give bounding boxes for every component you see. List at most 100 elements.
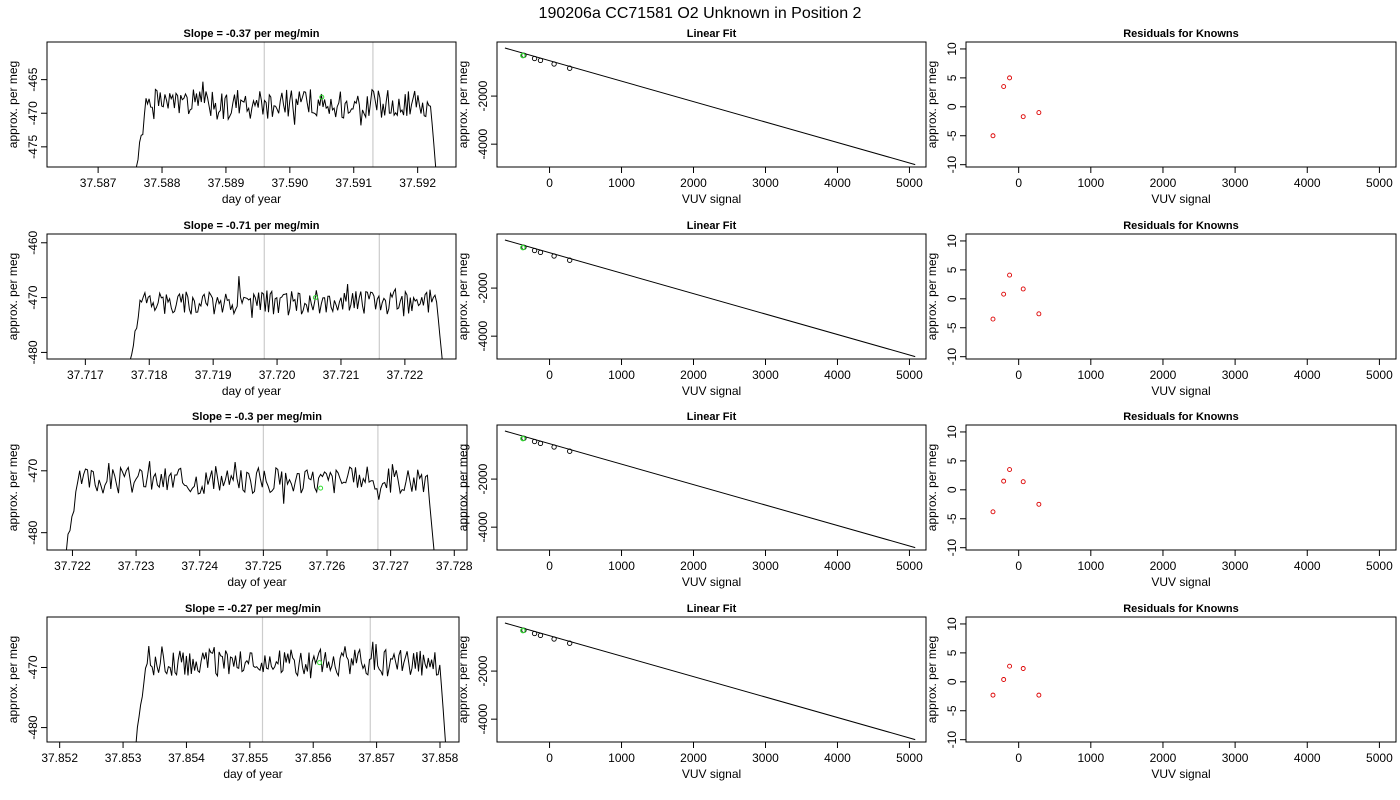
- x-tick-label: 2000: [1150, 751, 1177, 765]
- figure-title: 190206a CC71581 O2 Unknown in Position 2: [539, 5, 862, 22]
- y-tick-label: -5: [945, 705, 959, 716]
- x-tick-label: 37.721: [323, 368, 360, 382]
- residuals-panel-4: Residuals for Knowns 0 1000 2000 3000 4000 500…: [925, 603, 1397, 781]
- x-tick-label: 5000: [1366, 368, 1393, 382]
- residual-point: [1001, 478, 1007, 484]
- y-tick-label: -2000: [476, 463, 490, 494]
- x-tick-label: 3000: [1222, 559, 1249, 573]
- x-axis-label: day of year: [223, 767, 282, 781]
- fit-line: [504, 622, 916, 741]
- plot-area: [504, 47, 916, 166]
- x-tick-label: 0: [1015, 176, 1022, 190]
- x-tick-label: 0: [1015, 751, 1022, 765]
- y-tick-label: -10: [945, 539, 959, 557]
- y-tick-label: 10: [945, 234, 959, 248]
- x-axis-label: day of year: [222, 192, 281, 206]
- x-axis-label: VUV signal: [682, 384, 741, 398]
- known-point: [551, 444, 557, 450]
- plot-area: [65, 425, 435, 550]
- y-tick-label: -470: [26, 101, 40, 125]
- linear-fit-panel-1: Linear Fit 0 1000 2000 3000 4000 5000 -2000 -400…: [456, 28, 927, 206]
- plot-frame: [496, 616, 927, 743]
- plot-area: [504, 622, 916, 741]
- plot-frame: [965, 41, 1397, 168]
- fit-line: [504, 239, 916, 358]
- unknown-mean-point: [319, 94, 325, 100]
- panel-title: Linear Fit: [687, 220, 737, 232]
- x-axis-label: VUV signal: [682, 192, 741, 206]
- x-tick-label: 1000: [1077, 751, 1104, 765]
- x-tick-label: 37.723: [118, 559, 155, 573]
- plot-area: [990, 467, 1042, 515]
- x-tick-label: 37.588: [144, 176, 181, 190]
- x-tick-label: 4000: [824, 176, 851, 190]
- x-tick-label: 2000: [1150, 368, 1177, 382]
- fit-line: [504, 430, 916, 549]
- y-tick-label: 0: [945, 486, 959, 493]
- x-tick-label: 37.587: [80, 176, 117, 190]
- x-tick-label: 0: [1015, 368, 1022, 382]
- x-tick-label: 5000: [1366, 751, 1393, 765]
- y-axis-label: approx. per meg: [6, 636, 20, 723]
- residual-point: [1007, 272, 1013, 278]
- timeseries-panel-2: Slope = -0.71 per meg/min 37.717 37.718 37.…: [6, 220, 457, 398]
- plot-area: [990, 272, 1042, 322]
- linear-fit-panel-3: Linear Fit 0 1000 2000 3000 4000 5000 -2000 -400…: [456, 411, 927, 589]
- plot-frame: [46, 424, 468, 551]
- panel-title: Linear Fit: [687, 411, 737, 423]
- x-tick-label: 3000: [1222, 176, 1249, 190]
- x-tick-label: 2000: [1150, 559, 1177, 573]
- unknown-mean-point: [312, 295, 318, 301]
- y-tick-label: -10: [945, 348, 959, 366]
- x-tick-label: 37.725: [245, 559, 282, 573]
- known-point: [567, 640, 573, 646]
- x-tick-label: 4000: [1294, 751, 1321, 765]
- unknown-point: [520, 435, 526, 442]
- residual-point: [1020, 666, 1026, 671]
- y-tick-label: -4000: [476, 703, 490, 734]
- x-tick-label: 37.589: [208, 176, 245, 190]
- x-tick-label: 1000: [1077, 176, 1104, 190]
- y-tick-label: -470: [26, 655, 40, 679]
- x-tick-label: 3000: [1222, 368, 1249, 382]
- known-point: [537, 440, 544, 447]
- x-tick-label: 37.857: [358, 751, 395, 765]
- residual-point: [1020, 479, 1026, 485]
- x-tick-label: 1000: [608, 176, 635, 190]
- known-point: [567, 448, 573, 454]
- y-tick-label: -475: [26, 135, 40, 159]
- x-axis-label: VUV signal: [1151, 767, 1210, 781]
- known-point: [551, 253, 557, 259]
- known-point: [531, 55, 538, 62]
- x-tick-label: 2000: [680, 176, 707, 190]
- residual-point: [1007, 663, 1013, 669]
- known-point: [531, 630, 538, 637]
- x-tick-label: 37.718: [131, 368, 168, 382]
- x-tick-label: 4000: [1294, 559, 1321, 573]
- unknown-point: [520, 627, 526, 634]
- linear-fit-panel-2: Linear Fit 0 1000 2000 3000 4000 5000 -2000 -400…: [456, 220, 927, 398]
- y-tick-label: -2000: [476, 272, 490, 303]
- y-tick-label: -4000: [476, 320, 490, 351]
- y-tick-label: -2000: [476, 655, 490, 686]
- x-tick-label: 2000: [680, 559, 707, 573]
- y-tick-label: 10: [945, 617, 959, 631]
- x-tick-label: 0: [546, 368, 553, 382]
- y-tick-label: -470: [26, 458, 40, 482]
- plot-frame: [496, 233, 927, 360]
- x-tick-label: 5000: [896, 176, 923, 190]
- x-tick-label: 37.590: [271, 176, 308, 190]
- y-tick-label: -470: [26, 285, 40, 309]
- x-tick-label: 37.852: [41, 751, 78, 765]
- x-tick-label: 0: [1015, 559, 1022, 573]
- known-point: [551, 636, 557, 642]
- known-point: [531, 247, 538, 254]
- residual-point: [1001, 84, 1007, 90]
- x-tick-label: 2000: [1150, 176, 1177, 190]
- y-tick-label: -4000: [476, 511, 490, 542]
- y-tick-label: 0: [945, 103, 959, 110]
- x-tick-label: 37.726: [309, 559, 346, 573]
- x-tick-label: 37.858: [422, 751, 459, 765]
- residuals-panel-3: Residuals for Knowns 0 1000 2000 3000 4000 500…: [925, 411, 1397, 589]
